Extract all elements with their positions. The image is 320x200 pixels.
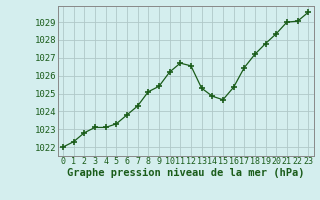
- X-axis label: Graphe pression niveau de la mer (hPa): Graphe pression niveau de la mer (hPa): [67, 168, 304, 178]
